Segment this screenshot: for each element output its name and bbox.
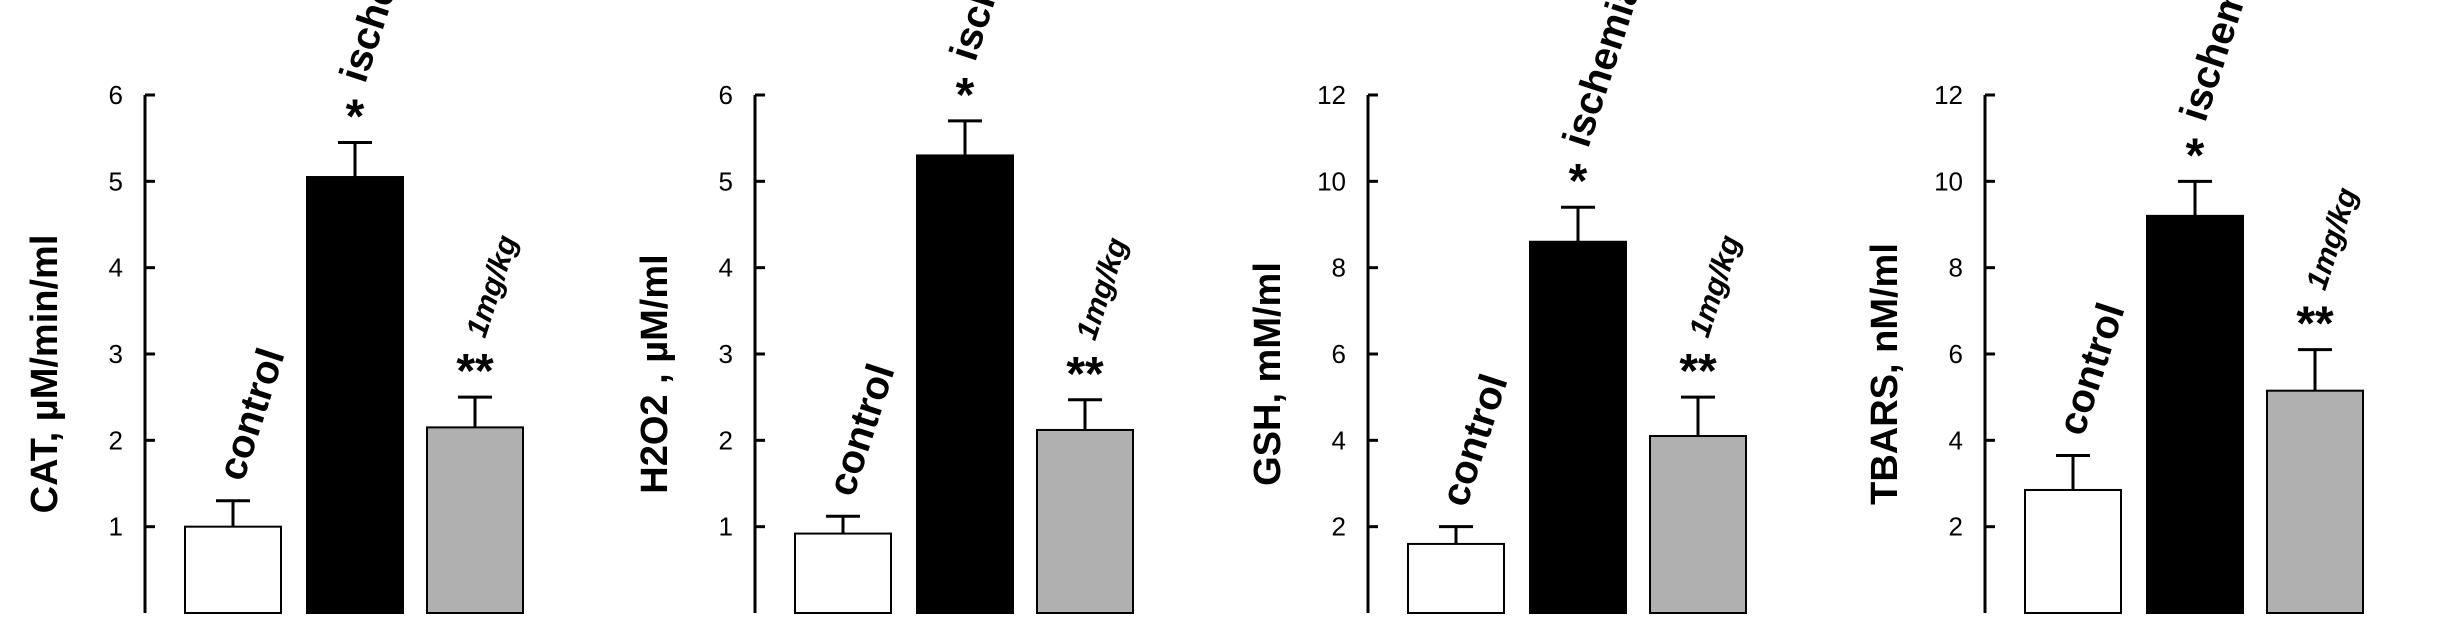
y-tick-label: 2 bbox=[109, 425, 123, 455]
bar-1 bbox=[2146, 214, 2244, 614]
category-label: 1mg/kg bbox=[1683, 231, 1747, 341]
category-label: 1mg/kg bbox=[460, 231, 524, 341]
y-tick-label: 5 bbox=[109, 166, 123, 196]
significance-marker: * bbox=[346, 90, 365, 143]
y-axis-label: CAT, µM/min/ml bbox=[24, 235, 66, 514]
y-tick-label: 6 bbox=[1332, 339, 1346, 369]
bar-0 bbox=[184, 525, 282, 615]
chart-h2o2: 1 2 3 4 5 6 H2O2 , µM/ml control *ischemia **1mg/… bbox=[634, 0, 1134, 615]
bar-0 bbox=[794, 532, 892, 614]
bar-0 bbox=[1407, 542, 1505, 615]
category-label: control bbox=[1433, 369, 1517, 512]
bar-2 bbox=[2266, 389, 2364, 615]
bar-2 bbox=[1649, 435, 1747, 614]
y-tick-label: 4 bbox=[109, 253, 123, 283]
y-tick-label: 4 bbox=[719, 253, 733, 283]
category-label: 1mg/kg bbox=[2300, 184, 2364, 294]
chart-tbars: 2 4 6 8 10 12 TBARS, nM/ml control *ischemia **1m… bbox=[1864, 0, 2364, 615]
bar-1 bbox=[1529, 240, 1627, 614]
bar-0 bbox=[2024, 488, 2122, 615]
y-axis-label: GSH, mM/ml bbox=[1247, 262, 1289, 486]
bar-1 bbox=[916, 154, 1014, 615]
y-tick-label: 10 bbox=[1934, 166, 1963, 196]
y-tick-label: 3 bbox=[719, 339, 733, 369]
y-tick-label: 12 bbox=[1317, 80, 1346, 110]
chart-gsh: 2 4 6 8 10 12 GSH, mM/ml control *ischemia **1mg/… bbox=[1247, 0, 1747, 615]
category-label: ischemia bbox=[1555, 0, 1650, 152]
y-tick-label: 1 bbox=[109, 512, 123, 542]
significance-marker: * bbox=[956, 69, 975, 122]
significance-marker: ** bbox=[1066, 348, 1104, 401]
y-tick-label: 6 bbox=[1949, 339, 1963, 369]
y-tick-label: 3 bbox=[109, 339, 123, 369]
significance-marker: ** bbox=[2296, 298, 2334, 351]
y-tick-label: 1 bbox=[719, 512, 733, 542]
y-tick-label: 8 bbox=[1949, 253, 1963, 283]
y-tick-label: 8 bbox=[1332, 253, 1346, 283]
chart-cat: 1 2 3 4 5 6 CAT, µM/min/ml control *ischemia **1m… bbox=[24, 0, 524, 615]
category-label: control bbox=[820, 359, 904, 502]
y-axis-label: H2O2 , µM/ml bbox=[634, 254, 676, 493]
significance-marker: * bbox=[2186, 129, 2205, 182]
category-label: ischemia bbox=[2172, 0, 2267, 126]
y-tick-label: 2 bbox=[1332, 512, 1346, 542]
category-label: 1mg/kg bbox=[1070, 234, 1134, 344]
y-tick-label: 4 bbox=[1332, 425, 1346, 455]
bar-2 bbox=[426, 426, 524, 614]
category-label: control bbox=[2050, 298, 2134, 441]
y-tick-label: 6 bbox=[719, 80, 733, 110]
y-tick-label: 12 bbox=[1934, 80, 1963, 110]
y-tick-label: 2 bbox=[1949, 512, 1963, 542]
significance-marker: ** bbox=[1679, 345, 1717, 398]
y-tick-label: 10 bbox=[1317, 166, 1346, 196]
y-tick-label: 5 bbox=[719, 166, 733, 196]
category-label: ischemia bbox=[332, 0, 427, 87]
significance-marker: ** bbox=[456, 345, 494, 398]
category-label: ischemia bbox=[942, 0, 1037, 66]
bar-1 bbox=[306, 176, 404, 614]
y-tick-label: 6 bbox=[109, 80, 123, 110]
bar-2 bbox=[1036, 428, 1134, 614]
y-axis-label: TBARS, nM/ml bbox=[1864, 243, 1906, 505]
y-tick-label: 2 bbox=[719, 425, 733, 455]
category-label: control bbox=[210, 343, 294, 486]
y-tick-label: 4 bbox=[1949, 425, 1963, 455]
significance-marker: * bbox=[1569, 155, 1588, 208]
